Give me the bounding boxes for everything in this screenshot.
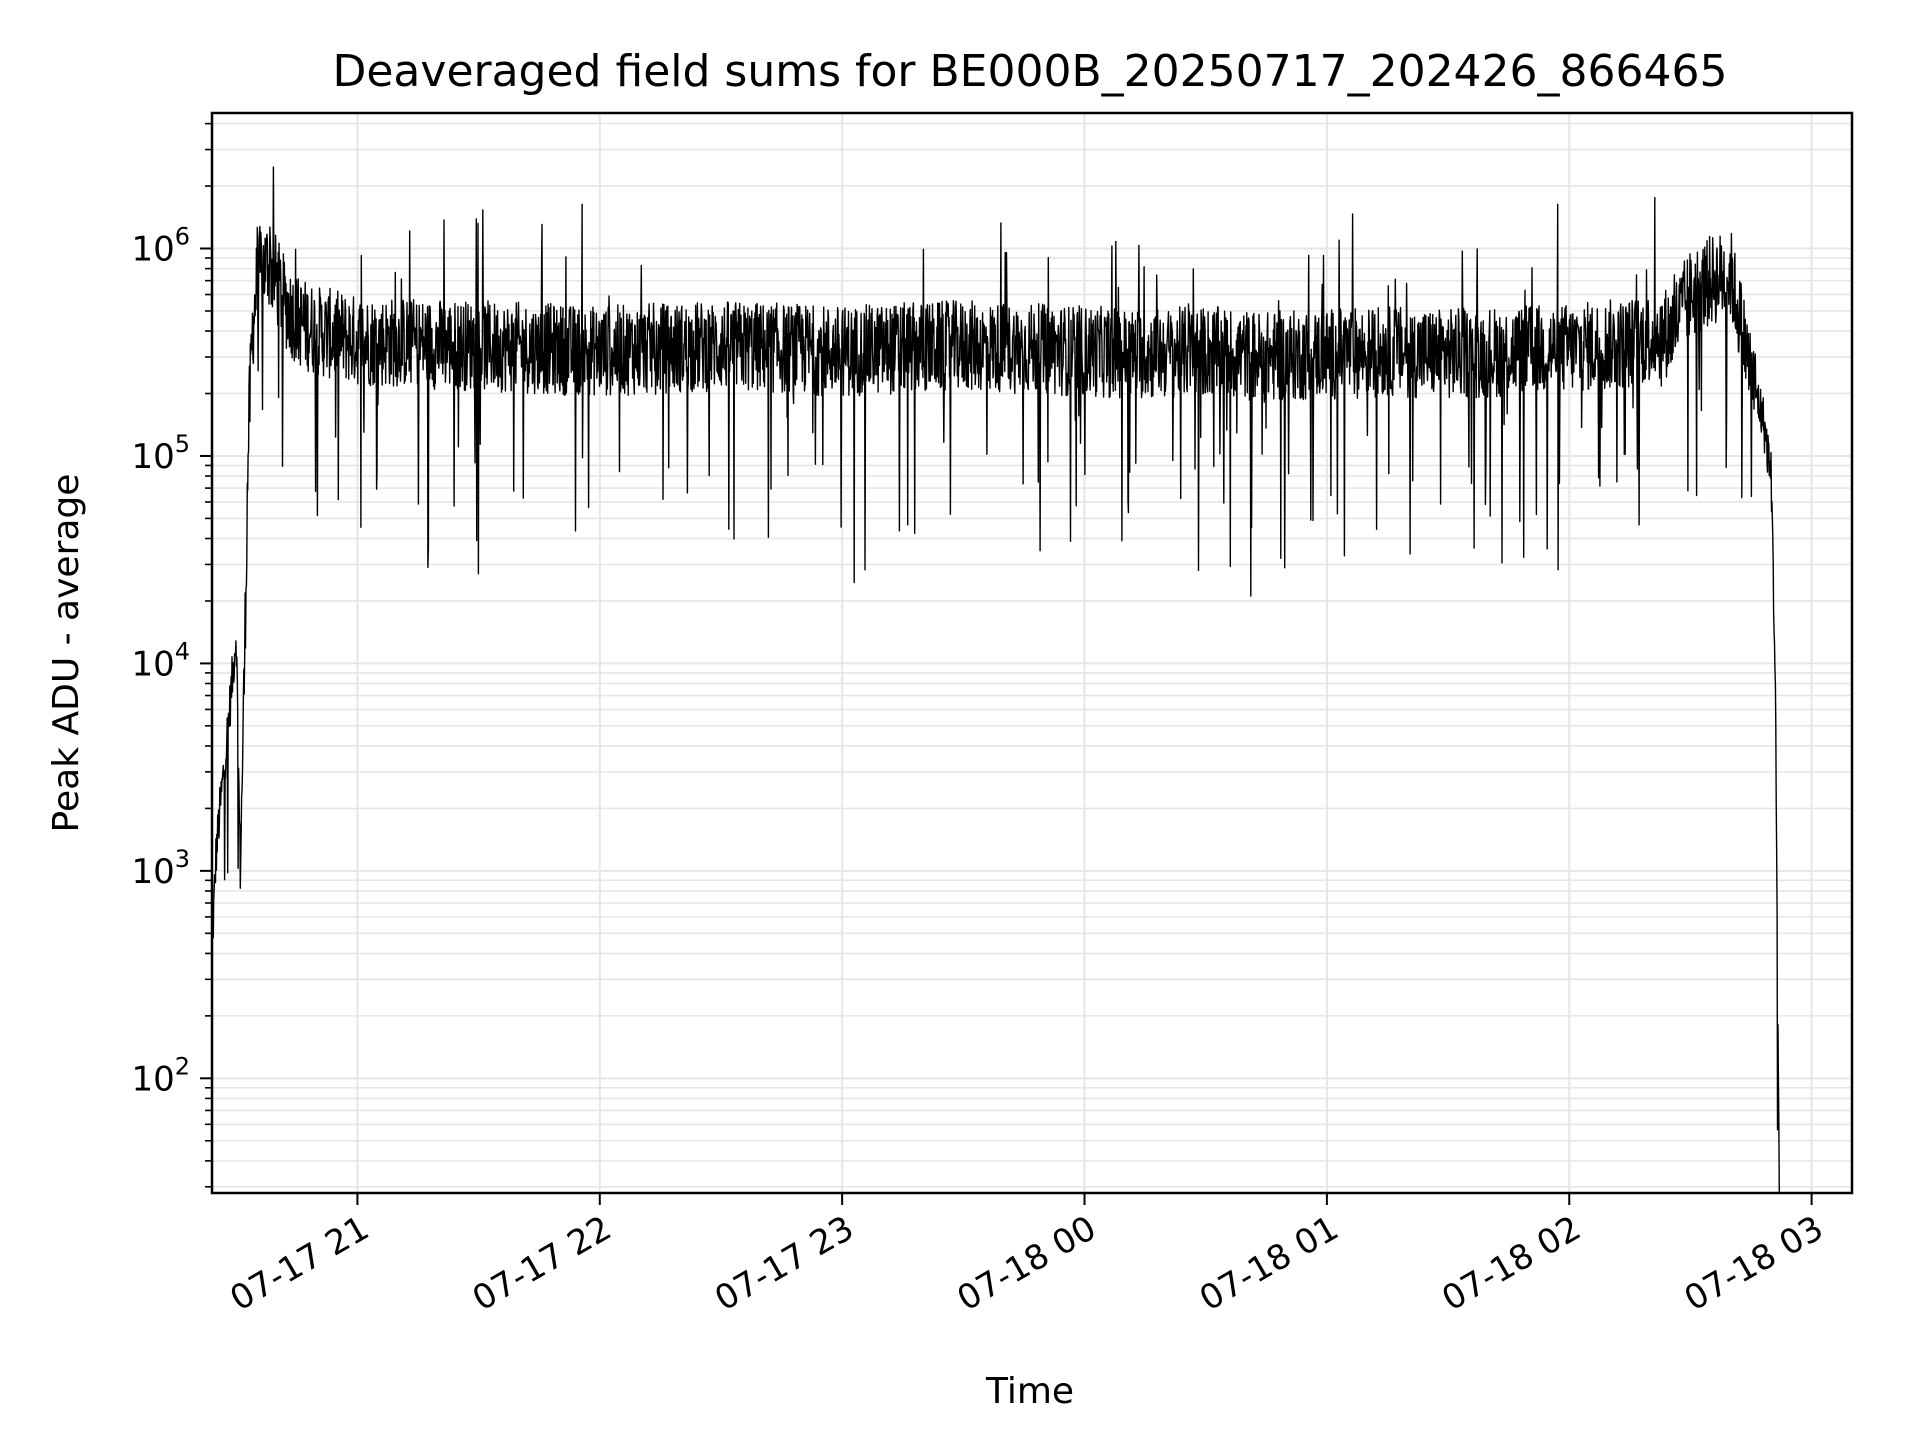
y-tick-label: 103 (131, 845, 190, 892)
plot-area (212, 166, 1780, 1193)
chart-title: Deaveraged field sums for BE000B_2025071… (332, 46, 1727, 97)
y-axis: 102 103 104 105 106 (131, 122, 212, 1188)
y-tick-label: 105 (131, 430, 190, 477)
y-tick-label: 106 (131, 223, 190, 270)
y-tick-label: 104 (131, 637, 190, 684)
series-line (212, 166, 1780, 1193)
plot-frame (210, 111, 1854, 1195)
y-axis-label: Peak ADU - average (46, 474, 87, 833)
y-tick-label: 102 (131, 1052, 190, 1099)
x-axis-label: Time (985, 1371, 1074, 1412)
